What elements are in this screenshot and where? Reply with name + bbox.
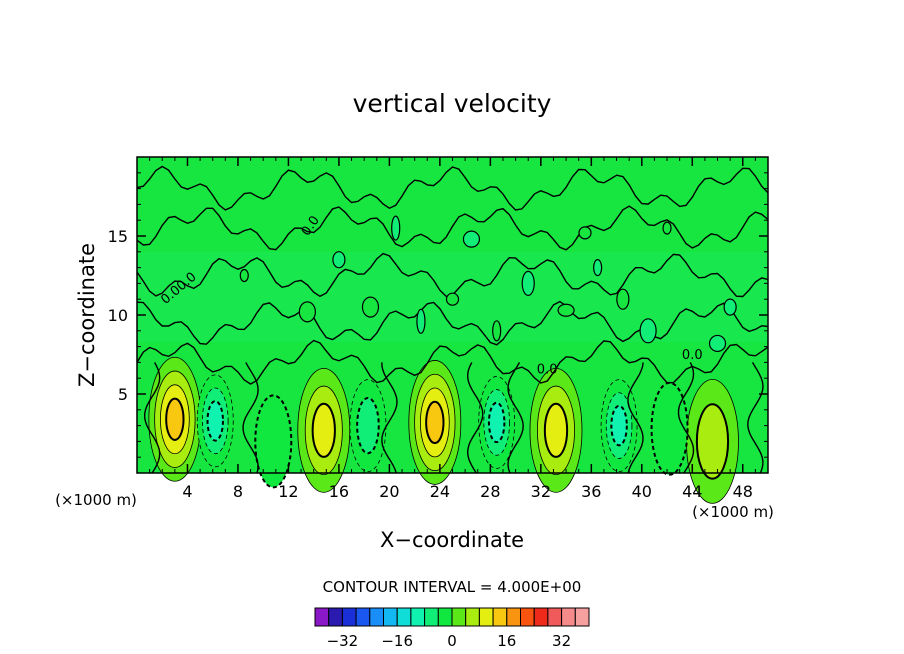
contour-line-label: 0.0	[537, 362, 558, 377]
plume-boundary-0	[144, 362, 161, 474]
colorbar-tick-label: −32	[327, 632, 359, 650]
feature-updraft-1-level-2	[311, 402, 336, 458]
colorbar-tick-label: 32	[552, 632, 571, 650]
contour-line-3	[136, 205, 769, 251]
y-axis-label: Z−coordinate	[75, 243, 99, 387]
feature-updraft-2-level-3	[425, 400, 445, 445]
cell-contour-4	[445, 292, 460, 306]
cell-contour-2	[361, 296, 380, 318]
plume-boundary-4	[507, 362, 524, 474]
plume-boundary-6	[677, 362, 695, 474]
colorbar-tick-label: 16	[497, 632, 516, 650]
cell-contour-10	[616, 288, 630, 310]
feature-downdraft-6-level-0	[254, 394, 293, 489]
y-axis: 5 10 15	[108, 172, 768, 458]
x-tick-label: 32	[531, 482, 551, 501]
cell-contour-11	[639, 318, 657, 344]
colorbar-swatch	[492, 607, 508, 627]
colorbar-swatch	[314, 607, 330, 627]
colorbar-swatch	[520, 607, 535, 627]
contour-line-1	[136, 300, 769, 346]
cell-contour-12	[662, 221, 672, 235]
colorbar-swatch	[547, 607, 563, 627]
colorbar-swatch	[437, 607, 453, 627]
feature-downdraft-9-level-2	[610, 404, 628, 447]
plume-boundary-1	[242, 362, 259, 474]
cell-contour-13	[723, 298, 737, 316]
colorbar-swatch	[369, 607, 384, 627]
contour-line-4	[136, 165, 769, 211]
plume-boundary-2	[381, 362, 398, 474]
cell-contour-3	[391, 215, 401, 241]
feature-updraft-3-level-2	[543, 402, 569, 458]
x-axis: 4 8 12 16 20 24 28 32 36 40 44 48	[149, 157, 756, 501]
colorbar-swatch	[355, 607, 371, 627]
colorbar-tick-label: 0	[447, 632, 457, 650]
colorbar-swatch	[574, 607, 590, 627]
cell-contour-5	[462, 230, 481, 248]
x-tick-label: 12	[278, 482, 298, 501]
cell-contour-17	[708, 334, 727, 353]
cell-contour-9	[593, 259, 603, 277]
feature-downdraft-8-level-2	[487, 401, 506, 444]
cell-contour-7	[521, 270, 535, 296]
colorbar-swatch	[424, 607, 439, 627]
feature-updraft-0-level-3	[165, 397, 185, 441]
colorbar-swatch	[396, 607, 412, 627]
plot-area: 0.00.00.00.00.0	[136, 156, 769, 504]
x-unit-label-left: (×1000 m)	[55, 491, 137, 509]
x-tick-label: 28	[480, 482, 500, 501]
x-tick-label: 40	[632, 482, 652, 501]
x-tick-label: 24	[430, 482, 450, 501]
cell-contour-8	[557, 303, 575, 317]
contour-line-0	[136, 339, 769, 385]
cell-contour-1	[332, 251, 346, 269]
contour-interval-text: CONTOUR INTERVAL = 4.000E+00	[323, 578, 582, 596]
colorbar-swatch	[341, 607, 357, 627]
colorbar-swatch	[478, 607, 494, 627]
cell-contour-14	[298, 301, 316, 323]
y-tick-label: 5	[118, 385, 128, 404]
x-tick-label: 44	[682, 482, 702, 501]
x-tick-label: 8	[233, 482, 243, 501]
feature-downdraft-7-level-1	[356, 397, 380, 455]
x-tick-label: 36	[581, 482, 601, 501]
x-unit-label-right: (×1000 m)	[692, 503, 774, 521]
chart-title: vertical velocity	[353, 89, 552, 118]
y-tick-label: 10	[108, 306, 128, 325]
cell-contour-6	[492, 320, 502, 342]
feature-downdraft-10-level-0	[650, 381, 689, 476]
colorbar: −32 −16 0 16 32	[314, 607, 590, 650]
colorbar-swatch	[561, 607, 576, 627]
feature-updraft-4-level-1	[695, 403, 730, 480]
colorbar-swatch	[328, 607, 343, 627]
colorbar-swatch	[533, 607, 549, 627]
colorbar-swatch	[383, 607, 398, 627]
colorbar-swatch	[451, 607, 467, 627]
plume-boundary-5	[627, 362, 644, 474]
contour-line-label: 0.0	[682, 348, 703, 363]
x-tick-label: 16	[329, 482, 349, 501]
plume-boundary-3	[466, 362, 484, 474]
colorbar-swatch	[410, 607, 426, 627]
x-axis-label: X−coordinate	[380, 528, 524, 552]
colorbar-swatch	[465, 607, 480, 627]
contour-lines	[136, 165, 769, 474]
colorbar-tick-label: −16	[381, 632, 413, 650]
x-tick-label: 48	[733, 482, 753, 501]
feature-downdraft-5-level-2	[206, 400, 224, 442]
cell-contour-16	[578, 226, 592, 240]
cell-contour-15	[416, 308, 426, 334]
x-tick-label: 20	[379, 482, 399, 501]
y-tick-label: 15	[108, 227, 128, 246]
cell-contour-0	[239, 268, 249, 283]
colorbar-swatch	[506, 607, 521, 627]
x-tick-label: 4	[182, 482, 192, 501]
plume-boundary-7	[747, 362, 764, 474]
